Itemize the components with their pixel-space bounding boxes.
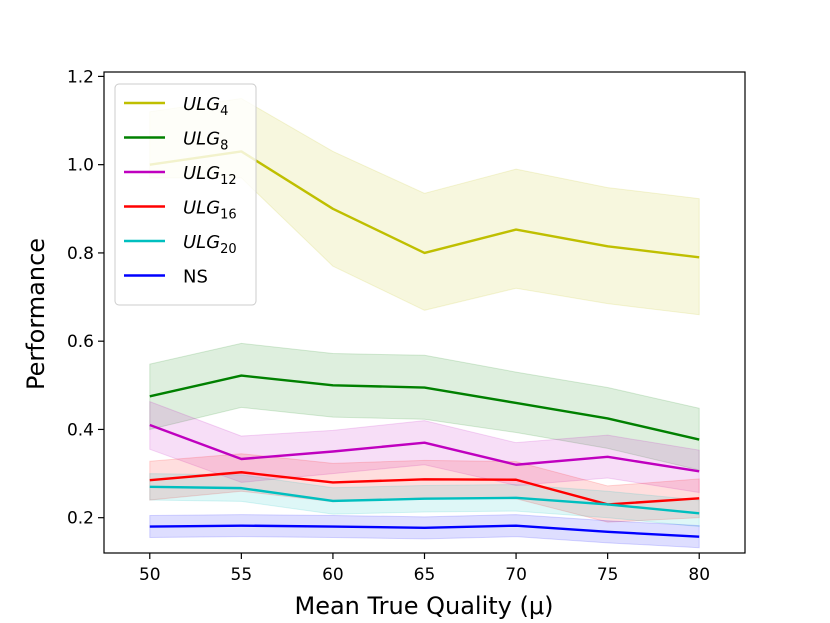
x-tick-label-55: 55 [231,565,253,585]
legend-label-ulg4: ULG4 [183,94,228,119]
band-ulg20 [149,473,700,528]
band-ns [149,514,700,549]
x-axis-label: Mean True Quality (μ) [294,592,553,620]
y-tick-label-1.0: 1.0 [67,156,94,176]
x-tick-label-50: 50 [139,565,161,585]
band-ulg12 [149,400,700,494]
band-ulg4 [149,97,700,316]
legend: ULG4 ULG8 ULG12 ULG16 ULG20 NS [114,83,257,306]
y-tick-label-0.6: 0.6 [67,332,94,352]
axes: 50 55 60 65 70 75 80 0.2 0.4 0.6 0.8 1.0 1.2 [67,67,746,585]
legend-label-ns: NS [183,267,208,288]
series-lines [149,150,700,538]
x-tick-label-70: 70 [505,565,527,585]
legend-box [114,83,257,306]
y-tick-label-1.2: 1.2 [67,67,94,87]
legend-label-ulg16: ULG16 [183,198,237,223]
legend-label-ulg20: ULG20 [183,232,237,257]
y-tick-label-0.4: 0.4 [67,420,94,440]
confidence-bands [149,97,700,549]
legend-label-ulg8: ULG8 [183,129,228,154]
band-ulg8 [149,342,700,471]
x-tick-label-75: 75 [597,565,619,585]
legend-label-ulg12: ULG12 [183,163,237,188]
y-axis-label: Performance [22,238,50,390]
y-tick-label-0.2: 0.2 [67,509,94,529]
x-tick-label-65: 65 [414,565,436,585]
x-tick-label-60: 60 [322,565,344,585]
band-ulg16 [149,453,700,523]
y-tick-label-0.8: 0.8 [67,244,94,264]
x-tick-label-80: 80 [688,565,710,585]
